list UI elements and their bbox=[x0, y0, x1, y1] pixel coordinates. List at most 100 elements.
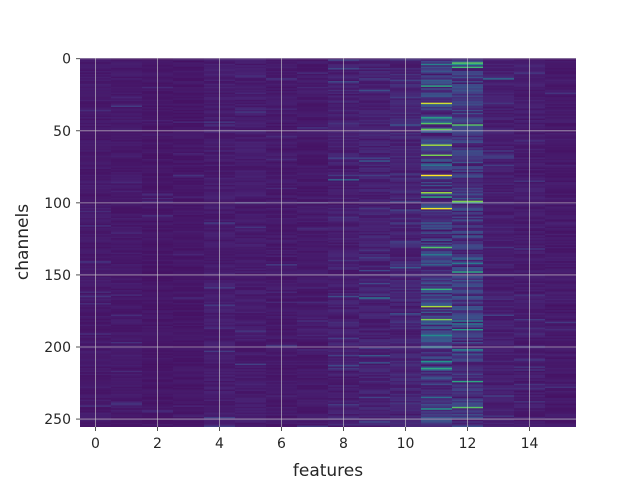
heatmap-cell bbox=[297, 265, 329, 268]
heatmap-cell bbox=[483, 370, 515, 373]
heatmap-cell bbox=[235, 359, 267, 361]
heatmap-cell bbox=[297, 334, 329, 337]
heatmap-cell bbox=[359, 300, 391, 302]
heatmap-cell bbox=[359, 318, 391, 321]
heatmap-cell bbox=[235, 135, 267, 138]
heatmap-cell bbox=[297, 411, 329, 413]
heatmap-cell bbox=[111, 388, 143, 390]
heatmap-cell bbox=[359, 215, 391, 217]
heatmap-cell bbox=[173, 415, 205, 418]
heatmap-cell bbox=[297, 347, 329, 350]
heatmap-cell bbox=[359, 107, 391, 109]
heatmap-cell bbox=[235, 262, 267, 265]
heatmap-cell bbox=[111, 105, 143, 108]
heatmap-cell bbox=[173, 376, 205, 379]
heatmap-cell bbox=[173, 164, 205, 167]
heatmap-cell bbox=[359, 390, 391, 393]
heatmap-cell bbox=[359, 396, 391, 399]
heatmap-cell bbox=[483, 176, 515, 178]
heatmap-cell bbox=[359, 379, 391, 382]
heatmap-cell bbox=[235, 265, 267, 268]
heatmap-cell bbox=[173, 73, 205, 76]
heatmap-cell bbox=[421, 140, 453, 142]
heatmap-cell bbox=[297, 156, 329, 158]
heatmap-cell bbox=[173, 128, 205, 131]
heatmap-cell bbox=[483, 261, 515, 263]
heatmap-cell bbox=[483, 79, 515, 82]
heatmap-cell bbox=[421, 218, 453, 220]
heatmap-cell bbox=[421, 278, 453, 281]
heatmap-cell bbox=[173, 303, 205, 305]
heatmap-cell bbox=[483, 158, 515, 161]
heatmap-cell bbox=[111, 317, 143, 320]
heatmap-cell bbox=[545, 92, 576, 95]
heatmap-cell bbox=[483, 119, 515, 122]
heatmap-cell bbox=[235, 226, 267, 229]
heatmap-cell bbox=[545, 60, 576, 63]
heatmap-cell bbox=[235, 73, 267, 76]
heatmap-cell bbox=[111, 347, 143, 350]
heatmap-cell bbox=[421, 340, 453, 343]
heatmap-cell bbox=[421, 295, 453, 298]
heatmap-cell bbox=[359, 341, 391, 344]
heatmap-cell bbox=[483, 134, 515, 137]
heatmap-cell bbox=[111, 98, 143, 101]
heatmap-cell bbox=[545, 337, 576, 340]
heatmap-cell bbox=[359, 127, 391, 129]
heatmap-cell bbox=[297, 383, 329, 386]
heatmap-cell bbox=[235, 377, 267, 380]
heatmap-cell bbox=[483, 251, 515, 253]
heatmap-cell bbox=[421, 203, 453, 206]
heatmap-cell bbox=[545, 292, 576, 295]
heatmap-cell bbox=[359, 352, 391, 354]
heatmap-cell bbox=[483, 144, 515, 147]
heatmap-cell bbox=[111, 157, 143, 160]
heatmap-cell bbox=[545, 252, 576, 255]
heatmap-cell bbox=[297, 269, 329, 272]
heatmap-cell bbox=[235, 284, 267, 287]
heatmap-cell bbox=[297, 331, 329, 334]
heatmap-cell bbox=[235, 189, 267, 191]
heatmap-cell bbox=[359, 109, 391, 112]
heatmap-cell bbox=[483, 62, 515, 65]
heatmap-cell bbox=[359, 333, 391, 336]
heatmap-cell bbox=[421, 236, 453, 239]
heatmap-cell bbox=[359, 193, 391, 196]
heatmap-cell bbox=[483, 389, 515, 392]
heatmap-cell bbox=[173, 284, 205, 287]
heatmap-cell bbox=[235, 317, 267, 320]
heatmap-cell bbox=[421, 249, 453, 252]
heatmap-cell bbox=[297, 183, 329, 186]
heatmap-cell bbox=[111, 205, 143, 207]
heatmap-cell bbox=[483, 375, 515, 377]
x-tick-label: 14 bbox=[521, 436, 539, 452]
heatmap-cell bbox=[173, 147, 205, 150]
heatmap-cell bbox=[421, 352, 453, 354]
heatmap-cell bbox=[421, 349, 453, 351]
heatmap-cell bbox=[359, 118, 391, 121]
heatmap-cell bbox=[111, 230, 143, 233]
heatmap-cell bbox=[359, 259, 391, 262]
heatmap-cell bbox=[297, 316, 329, 318]
heatmap-cell bbox=[545, 392, 576, 395]
heatmap-cell bbox=[235, 199, 267, 201]
heatmap-cell bbox=[359, 277, 391, 279]
heatmap-cell bbox=[483, 135, 515, 138]
heatmap-cell bbox=[297, 70, 329, 73]
heatmap-cell bbox=[483, 300, 515, 302]
heatmap-cell bbox=[545, 320, 576, 323]
heatmap-cell bbox=[545, 73, 576, 76]
heatmap-cell bbox=[359, 91, 391, 93]
heatmap-cell bbox=[483, 265, 515, 268]
heatmap-cell bbox=[545, 213, 576, 216]
heatmap-cell bbox=[111, 115, 143, 118]
x-tick-label: 6 bbox=[277, 436, 286, 452]
heatmap-cell bbox=[483, 85, 515, 88]
heatmap-cell bbox=[483, 193, 515, 196]
heatmap-cell bbox=[173, 357, 205, 360]
heatmap-cell bbox=[173, 59, 205, 62]
heatmap-cell bbox=[421, 336, 453, 338]
heatmap-cell bbox=[111, 245, 143, 248]
heatmap-cell bbox=[173, 366, 205, 369]
heatmap-cell bbox=[359, 112, 391, 115]
